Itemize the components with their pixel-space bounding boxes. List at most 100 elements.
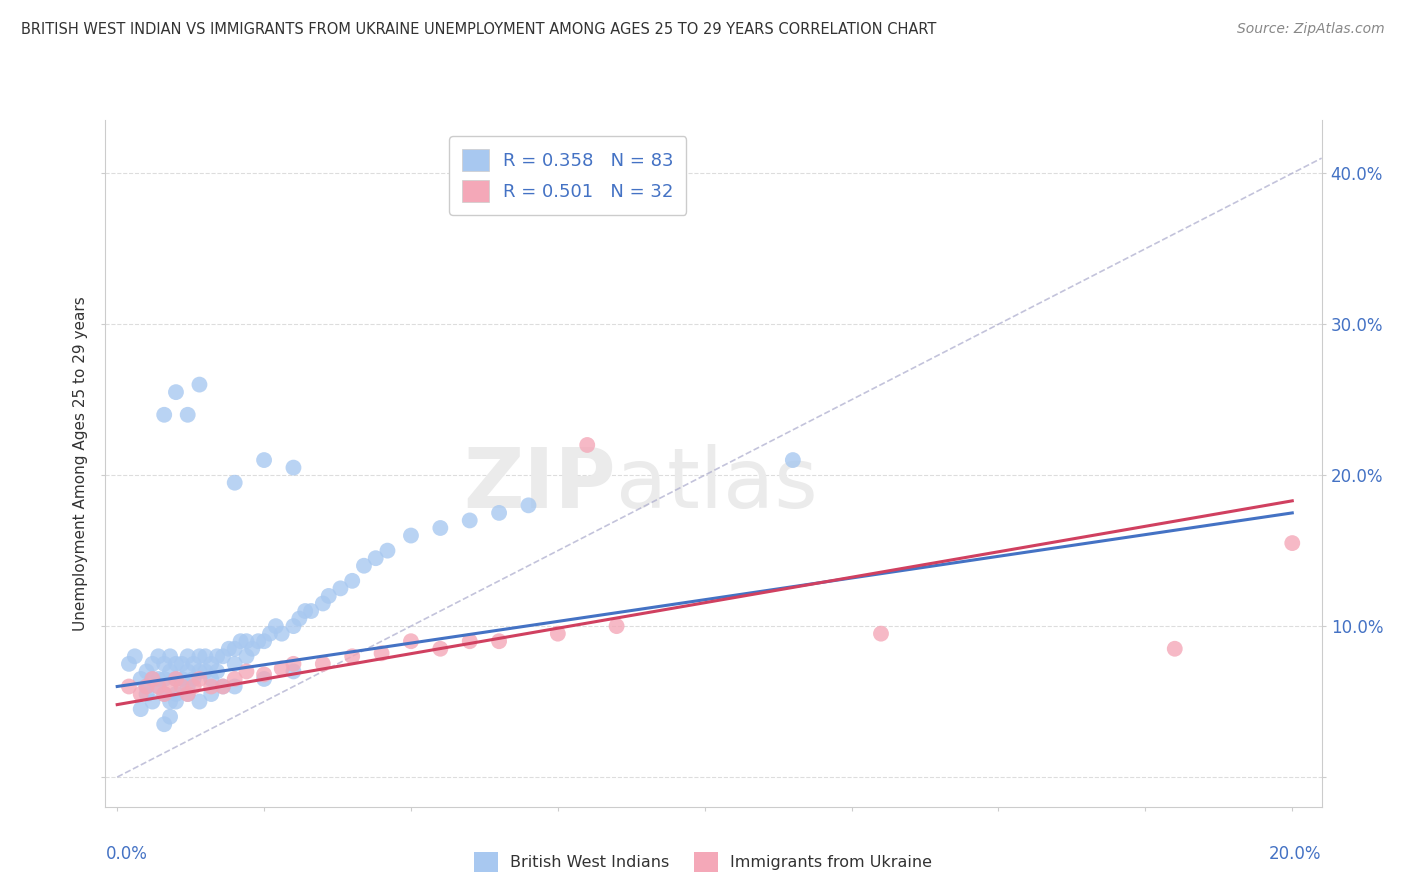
Point [141,672,163,686]
Point [177,680,200,694]
Point [224,680,246,694]
Point [124,649,146,664]
Point [270,626,292,640]
Point [135,665,157,679]
Point [141,695,163,709]
Legend: British West Indians, Immigrants from Ukraine: British West Indians, Immigrants from Uk… [465,844,941,880]
Point [235,665,257,679]
Point [212,680,235,694]
Text: 0.0%: 0.0% [105,845,148,863]
Point [153,717,176,731]
Point [218,641,240,656]
Point [159,709,181,723]
Point [170,657,193,671]
Point [329,582,352,596]
Point [1164,641,1187,656]
Point [342,649,364,664]
Point [148,680,170,694]
Point [229,634,252,648]
Point [177,649,200,664]
Text: 20.0%: 20.0% [1270,845,1322,863]
Point [200,680,222,694]
Text: BRITISH WEST INDIAN VS IMMIGRANTS FROM UKRAINE UNEMPLOYMENT AMONG AGES 25 TO 29 : BRITISH WEST INDIAN VS IMMIGRANTS FROM U… [21,22,936,37]
Point [205,649,228,664]
Point [870,626,893,640]
Point [458,513,481,527]
Point [283,665,305,679]
Point [129,672,152,686]
Point [224,657,246,671]
Point [377,543,399,558]
Point [188,672,211,686]
Point [135,687,157,701]
Point [224,641,246,656]
Point [153,657,176,671]
Point [342,574,364,588]
Point [606,619,628,633]
Point [118,657,141,671]
Point [288,611,311,625]
Point [159,665,181,679]
Point [141,672,163,686]
Point [259,626,281,640]
Point [148,649,170,664]
Point [165,657,187,671]
Point [205,665,228,679]
Point [364,551,387,566]
Text: Source: ZipAtlas.com: Source: ZipAtlas.com [1237,22,1385,37]
Point [370,646,392,660]
Point [312,597,335,611]
Legend: R = 0.358   N = 83, R = 0.501   N = 32: R = 0.358 N = 83, R = 0.501 N = 32 [449,136,686,215]
Point [188,665,211,679]
Point [194,665,217,679]
Point [177,687,200,701]
Point [118,680,141,694]
Point [318,589,340,603]
Point [576,438,599,452]
Point [270,661,292,675]
Point [253,453,276,467]
Point [183,680,205,694]
Point [200,687,222,701]
Point [253,672,276,686]
Point [212,649,235,664]
Point [458,634,481,648]
Point [235,649,257,664]
Point [247,634,270,648]
Point [170,680,193,694]
Point [135,680,157,694]
Point [224,672,246,686]
Point [283,619,305,633]
Point [782,453,804,467]
Point [177,408,200,422]
Point [153,687,176,701]
Point [488,506,510,520]
Point [1281,536,1303,550]
Point [165,672,187,686]
Text: ZIP: ZIP [464,444,616,525]
Point [299,604,322,618]
Point [224,475,246,490]
Point [183,672,205,686]
Point [148,680,170,694]
Point [170,672,193,686]
Point [135,680,157,694]
Point [165,695,187,709]
Point [165,385,187,400]
Point [194,649,217,664]
Point [399,634,422,648]
Point [212,680,235,694]
Point [177,665,200,679]
Y-axis label: Unemployment Among Ages 25 to 29 years: Unemployment Among Ages 25 to 29 years [73,296,89,632]
Point [488,634,510,648]
Point [141,657,163,671]
Point [159,680,181,694]
Point [159,695,181,709]
Point [148,672,170,686]
Point [264,619,287,633]
Point [353,558,375,573]
Point [165,687,187,701]
Point [283,460,305,475]
Point [153,408,176,422]
Point [253,634,276,648]
